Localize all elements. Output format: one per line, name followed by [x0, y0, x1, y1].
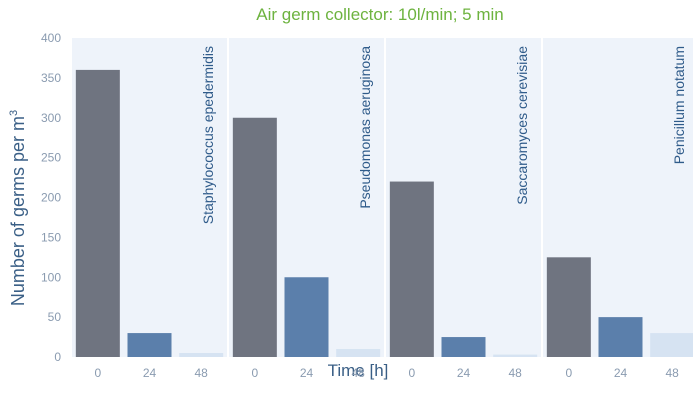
y-axis-label-main: Number of germs per m — [8, 116, 28, 306]
x-tick-label-1-1: 24 — [300, 366, 314, 380]
x-tick-label-0-0: 0 — [94, 366, 101, 380]
bar-0-0 — [75, 69, 120, 358]
bar-2-0 — [389, 181, 434, 357]
y-tick-label-1: 50 — [48, 310, 62, 324]
bar-2-1 — [441, 337, 486, 357]
bar-3-2 — [650, 333, 693, 357]
panel-label-3: Penicillum notatum — [671, 46, 687, 164]
x-tick-label-3-2: 48 — [665, 366, 679, 380]
panel-1: 0 24 48 Pseudomonas aeruginosa — [229, 38, 384, 380]
bar-0-2 — [179, 353, 224, 357]
x-tick-label-1-0: 0 — [251, 366, 258, 380]
x-axis-label: Time [h] — [328, 361, 389, 380]
panel-label-2: Saccaromyces cerevisiae — [514, 46, 530, 205]
y-axis-label-superscript: 3 — [8, 110, 20, 116]
y-tick-label-3: 150 — [41, 230, 61, 244]
chart-panels: 0 24 48 Staphylococcus epedermidis 0 24 48 Pseu… — [72, 38, 693, 380]
y-axis-ticks: 0 50 100 150 200 250 300 350 400 — [41, 31, 61, 364]
panel-label-1: Pseudomonas aeruginosa — [357, 46, 373, 209]
bar-1-1 — [284, 277, 329, 357]
x-tick-label-2-1: 24 — [457, 366, 471, 380]
x-tick-label-1-2: 48 — [351, 366, 365, 380]
bar-1-2 — [336, 349, 381, 357]
panel-label-0: Staphylococcus epedermidis — [200, 46, 216, 224]
bar-3-1 — [598, 317, 643, 357]
bar-2-2 — [493, 354, 538, 357]
panel-0: 0 24 48 Staphylococcus epedermidis — [72, 38, 227, 380]
panel-3: 0 24 48 Penicillum notatum — [543, 38, 693, 380]
chart-title: Air germ collector: 10l/min; 5 min — [256, 5, 504, 24]
bar-3-0 — [546, 257, 591, 357]
x-tick-label-3-0: 0 — [565, 366, 572, 380]
bar-1-0 — [232, 117, 277, 357]
x-tick-label-2-2: 48 — [508, 366, 522, 380]
y-tick-label-8: 400 — [41, 31, 61, 45]
y-axis-label: Number of germs per m3 — [8, 110, 28, 306]
x-tick-label-3-1: 24 — [614, 366, 628, 380]
y-tick-label-4: 200 — [41, 191, 61, 205]
x-tick-label-0-2: 48 — [194, 366, 208, 380]
y-tick-label-0: 0 — [54, 350, 61, 364]
panel-2: 0 24 48 Saccaromyces cerevisiae — [386, 38, 541, 380]
x-tick-label-2-0: 0 — [408, 366, 415, 380]
bar-0-1 — [127, 333, 172, 357]
y-tick-label-2: 100 — [41, 270, 61, 284]
y-tick-label-6: 300 — [41, 111, 61, 125]
y-tick-label-5: 250 — [41, 151, 61, 165]
x-tick-label-0-1: 24 — [143, 366, 157, 380]
y-tick-label-7: 350 — [41, 71, 61, 85]
